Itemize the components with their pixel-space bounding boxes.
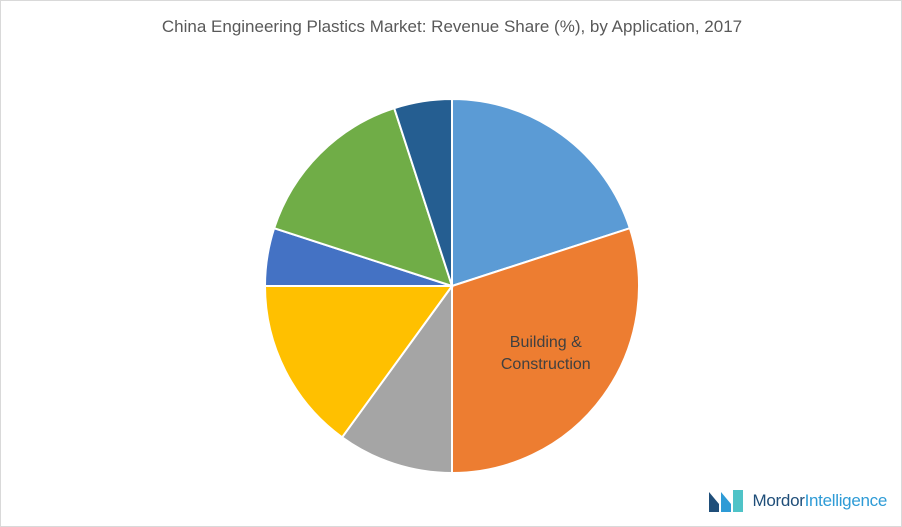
logo-icon: [708, 490, 743, 512]
logo: Mordor Intelligence: [707, 488, 887, 514]
pie-slice: [272, 106, 454, 288]
pie-slice: [451, 97, 632, 288]
chart-title: China Engineering Plastics Market: Reven…: [162, 17, 742, 36]
slice-label: Building & Construction: [500, 334, 591, 374]
pie-slice: [340, 282, 453, 475]
logo-brand: Mordor: [752, 491, 805, 510]
pie-slice: [392, 97, 453, 287]
pie-slice: [451, 226, 640, 475]
pie-slice: [263, 285, 454, 439]
logo-suffix: Intelligence: [804, 491, 888, 510]
